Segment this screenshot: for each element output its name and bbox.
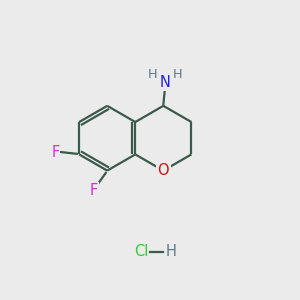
Text: Cl: Cl xyxy=(134,244,148,259)
Text: F: F xyxy=(52,145,60,160)
Text: H: H xyxy=(148,68,157,81)
Text: N: N xyxy=(159,75,170,90)
Text: H: H xyxy=(165,244,176,259)
Text: F: F xyxy=(90,183,98,198)
Text: H: H xyxy=(172,68,182,81)
Text: O: O xyxy=(158,163,169,178)
